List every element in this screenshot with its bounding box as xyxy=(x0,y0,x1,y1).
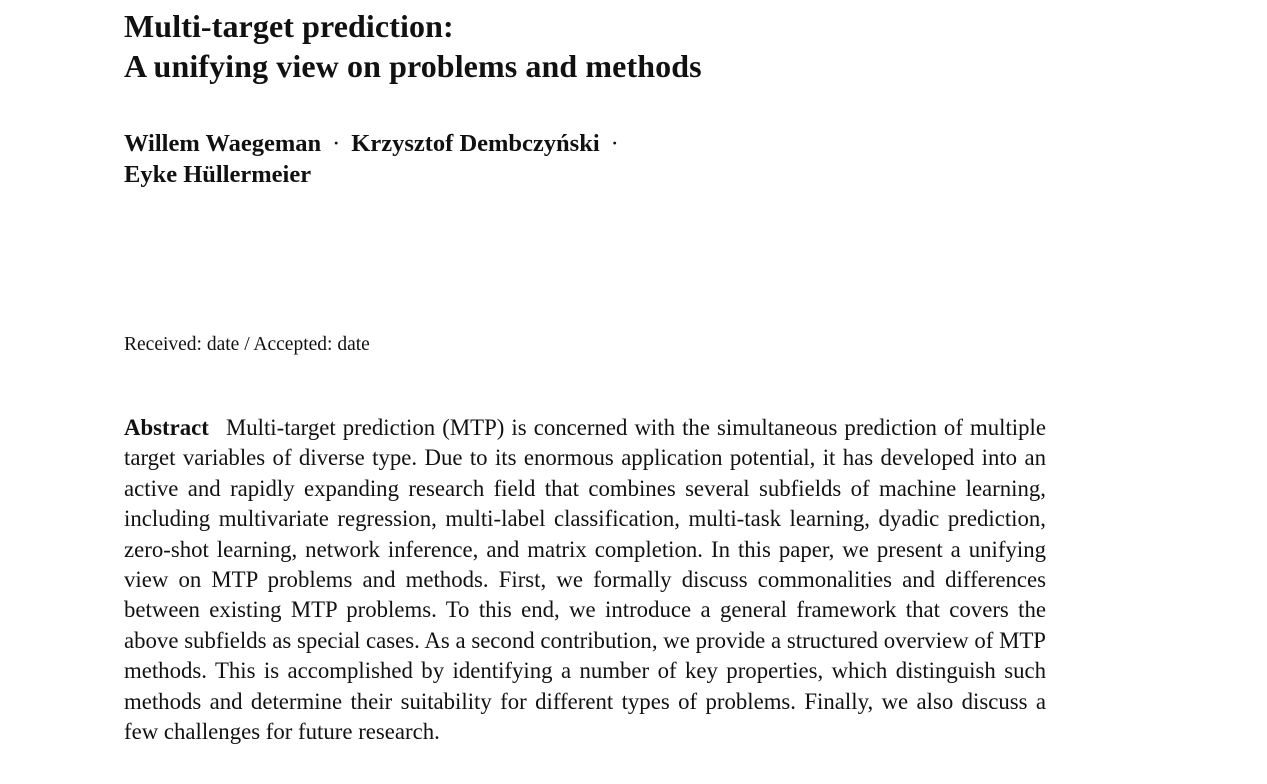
author-separator: · xyxy=(610,130,619,157)
author-name: Krzysztof Dembczyński xyxy=(351,130,600,157)
author-name: Eyke Hüllermeier xyxy=(124,161,312,188)
paper-title-line-1: Multi-target prediction: xyxy=(124,8,454,44)
author-list: Willem Waegeman · Krzysztof Dembczyński · E… xyxy=(124,128,630,190)
paper-title: Multi-target prediction: A unifying view… xyxy=(124,6,702,86)
author-line-1: Willem Waegeman · Krzysztof Dembczyński · xyxy=(124,128,630,159)
received-accepted-line: Received: date / Accepted: date xyxy=(124,334,370,355)
author-separator: · xyxy=(332,130,341,157)
abstract-heading: Abstract xyxy=(124,415,209,440)
abstract-body: Multi-target prediction (MTP) is concern… xyxy=(124,415,1046,745)
author-line-2: Eyke Hüllermeier xyxy=(124,159,630,190)
abstract-paragraph: Abstract Multi-target prediction (MTP) i… xyxy=(124,413,1046,747)
author-name: Willem Waegeman xyxy=(124,130,322,157)
paper-title-line-2: A unifying view on problems and methods xyxy=(124,48,702,84)
